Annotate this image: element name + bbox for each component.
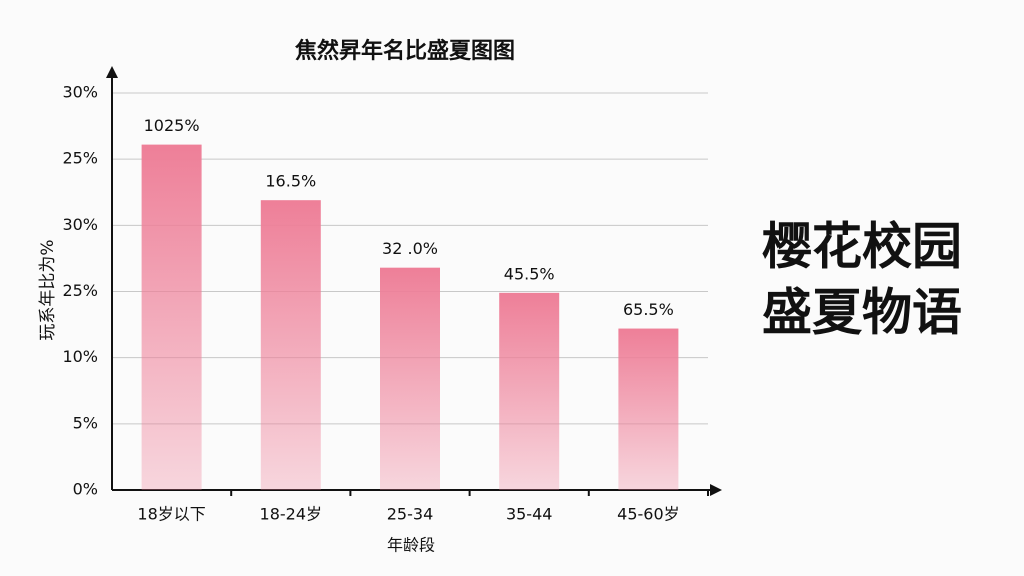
x-tick-label: 45-60岁 [617,505,680,524]
value-label: 16.5% [265,172,316,191]
bar [141,144,202,491]
x-tick-label: 18岁以下 [137,505,205,524]
y-tick-label: 25% [62,281,98,300]
y-tick-label: 30% [62,83,98,102]
bar [499,292,560,490]
y-tick-label: 30% [62,215,98,234]
x-axis-arrow [710,484,722,496]
value-label: 45.5% [504,264,555,283]
y-tick-label: 10% [62,347,98,366]
y-axis-label: 玩系年比为% [38,239,58,340]
bar [380,267,440,490]
x-axis-label: 年龄段 [387,536,435,555]
chart-title: 焦然昇年名比盛夏图图 [294,38,515,64]
y-axis-arrow [106,66,118,78]
subtitle: 盛夏物语 [762,284,962,342]
x-tick-label: 25-34 [387,505,434,524]
value-label: 1025% [144,116,200,135]
bar [260,200,321,490]
y-tick-label: 25% [62,149,98,168]
y-tick-label: 0% [73,480,98,499]
y-tick-label: 5% [73,413,98,432]
x-tick-label: 35-44 [506,505,553,524]
subtitle: 樱花校园 [762,218,962,276]
value-label: 32 .0% [382,239,438,258]
x-tick-label: 18-24岁 [260,505,323,524]
bar [618,328,679,490]
value-label: 65.5% [623,300,674,319]
